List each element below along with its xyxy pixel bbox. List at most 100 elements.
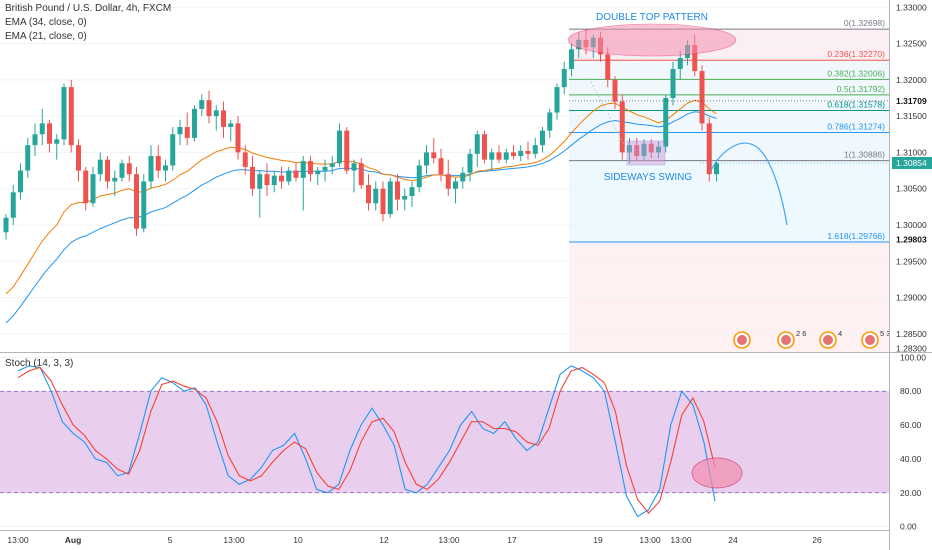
candle[interactable] (395, 174, 400, 211)
candle[interactable] (518, 145, 524, 162)
candle[interactable] (119, 159, 125, 182)
candle[interactable] (134, 166, 139, 236)
candle[interactable] (97, 152, 103, 182)
candle[interactable] (460, 166, 466, 189)
candle[interactable] (663, 94, 669, 153)
candle[interactable] (453, 177, 458, 204)
candle[interactable] (68, 79, 74, 153)
event-badge[interactable]: 2 6 (777, 329, 806, 349)
candle[interactable] (532, 137, 538, 159)
candle[interactable] (206, 90, 212, 124)
candle[interactable] (83, 166, 89, 211)
candle[interactable] (634, 137, 640, 160)
candle[interactable] (242, 145, 248, 175)
candle[interactable] (47, 119, 52, 153)
candle[interactable] (329, 156, 335, 175)
candle[interactable] (286, 166, 292, 186)
candle[interactable] (192, 105, 197, 142)
candle[interactable] (474, 130, 480, 167)
candle[interactable] (170, 127, 176, 171)
candle[interactable] (511, 145, 516, 160)
candle[interactable] (300, 156, 306, 211)
candle[interactable] (250, 156, 255, 196)
x-tick-label: Aug (65, 535, 82, 545)
candle[interactable] (126, 156, 132, 182)
candle[interactable] (141, 174, 147, 233)
candle[interactable] (380, 181, 386, 222)
candle[interactable] (228, 119, 234, 142)
candle[interactable] (148, 145, 154, 189)
candle-body (380, 188, 386, 215)
candle[interactable] (706, 117, 712, 182)
candle[interactable] (177, 119, 183, 146)
candle[interactable] (199, 94, 205, 117)
candle[interactable] (105, 156, 110, 189)
candle[interactable] (641, 139, 647, 160)
candle[interactable] (402, 188, 408, 211)
candle[interactable] (308, 156, 313, 182)
candle[interactable] (112, 170, 118, 196)
candle[interactable] (482, 130, 487, 164)
candle[interactable] (445, 159, 451, 196)
candle[interactable] (366, 174, 371, 211)
candle[interactable] (525, 141, 531, 160)
candle[interactable] (656, 141, 661, 159)
candle[interactable] (561, 61, 567, 95)
candle[interactable] (271, 170, 277, 193)
candle[interactable] (18, 163, 23, 200)
candle[interactable] (547, 108, 553, 138)
event-badge[interactable] (733, 331, 751, 349)
candle[interactable] (554, 83, 560, 120)
candle[interactable] (619, 94, 625, 160)
candle[interactable] (264, 163, 270, 196)
candle[interactable] (213, 105, 219, 131)
candle[interactable] (184, 112, 190, 146)
candle[interactable] (315, 166, 321, 186)
candle[interactable] (54, 134, 60, 160)
candle[interactable] (322, 159, 328, 182)
candle[interactable] (155, 145, 161, 178)
candle[interactable] (76, 139, 81, 182)
candle[interactable] (61, 83, 67, 146)
candle[interactable] (344, 127, 350, 175)
candle[interactable] (431, 137, 437, 164)
candle[interactable] (221, 101, 226, 138)
candle[interactable] (714, 159, 719, 182)
candle[interactable] (489, 148, 495, 171)
candle[interactable] (32, 123, 38, 157)
candle[interactable] (235, 116, 241, 160)
candle[interactable] (358, 158, 364, 189)
candle[interactable] (337, 123, 342, 167)
candle[interactable] (416, 159, 422, 193)
candle[interactable] (612, 76, 618, 109)
candle[interactable] (25, 137, 31, 178)
candle[interactable] (677, 50, 683, 80)
candle[interactable] (699, 65, 705, 131)
candle[interactable] (3, 214, 9, 240)
candle[interactable] (387, 177, 393, 218)
candle[interactable] (163, 159, 168, 182)
current-price-tag[interactable]: 1.30854 (892, 157, 932, 170)
candle[interactable] (39, 108, 45, 146)
candle[interactable] (540, 127, 545, 153)
candle[interactable] (293, 163, 299, 182)
candle[interactable] (503, 148, 509, 164)
candle[interactable] (10, 185, 16, 225)
event-badge[interactable]: 4 (819, 329, 842, 349)
candle[interactable] (424, 145, 429, 175)
candle[interactable] (409, 181, 415, 207)
candle[interactable] (438, 148, 444, 182)
candle[interactable] (90, 166, 96, 207)
candle[interactable] (373, 181, 379, 211)
candle[interactable] (627, 137, 632, 164)
candle[interactable] (467, 148, 473, 182)
candle[interactable] (279, 166, 284, 189)
candle[interactable] (257, 170, 263, 218)
candle[interactable] (569, 43, 574, 77)
event-badge[interactable]: 5 3 (861, 329, 890, 349)
candle[interactable] (351, 159, 357, 193)
candle[interactable] (670, 61, 676, 106)
candle[interactable] (648, 139, 654, 159)
candle[interactable] (496, 145, 502, 164)
